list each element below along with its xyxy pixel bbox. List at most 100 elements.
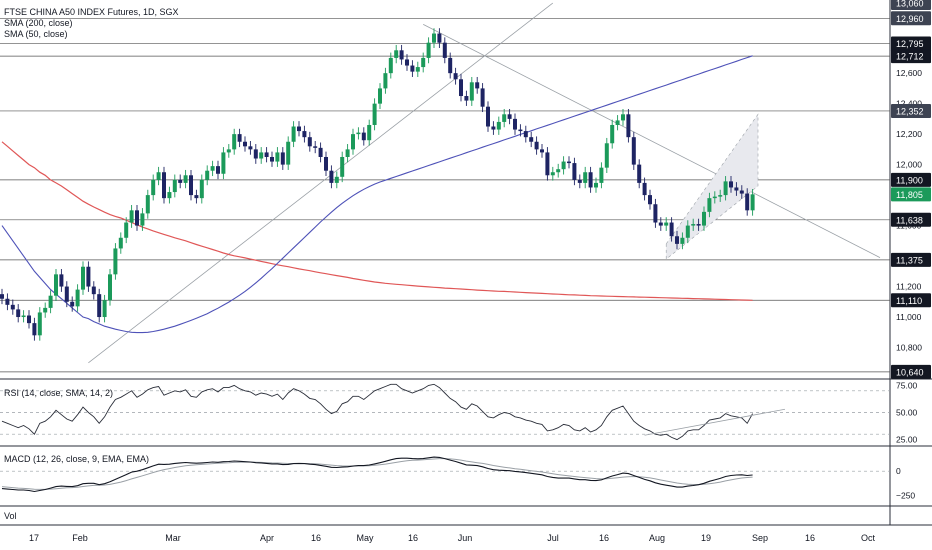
candle-body: [664, 222, 669, 226]
candle-body: [108, 274, 112, 301]
price-label-box: [891, 187, 931, 202]
candle-body: [556, 169, 561, 173]
candle-body: [367, 124, 372, 141]
candle-body: [270, 156, 274, 162]
candle-body: [475, 82, 480, 89]
candle-body: [621, 114, 625, 121]
candle-body: [178, 179, 183, 183]
candle-body: [648, 195, 652, 205]
price-label-text: 13,060: [896, 0, 924, 9]
price-label-box: [891, 252, 931, 267]
candle-body: [10, 304, 15, 310]
candle-body: [464, 96, 469, 101]
candle-body: [313, 146, 318, 148]
price-channel: [665, 113, 759, 260]
candle-body: [64, 286, 69, 302]
candle-body: [405, 59, 409, 66]
candle-body: [81, 266, 85, 290]
candle-body: [513, 118, 517, 130]
candle-body: [707, 198, 712, 212]
price-label-text: 11,638: [896, 215, 923, 225]
price-label-box: [891, 172, 931, 187]
candle-body: [718, 195, 723, 197]
candle-body: [140, 213, 145, 226]
rsi-tick-label: 25.00: [896, 435, 918, 445]
price-label-box: [891, 103, 931, 118]
price-label-text: 10,640: [896, 367, 924, 377]
candle-body: [70, 301, 75, 307]
candle-body: [378, 88, 382, 104]
candle-body: [97, 294, 102, 318]
candle-body: [432, 33, 436, 43]
candle-body: [577, 179, 582, 183]
candle-body: [253, 149, 258, 159]
candle-body: [518, 129, 523, 132]
rsi-tick-label: 75.00: [896, 380, 918, 390]
rsi-line: [1, 383, 753, 441]
candle-body: [685, 225, 690, 238]
candle-body: [194, 195, 199, 199]
candle-body: [712, 196, 717, 199]
candle-body: [669, 222, 674, 237]
candle-body: [631, 137, 636, 165]
price-label-box: [891, 0, 931, 11]
candle-body: [226, 149, 231, 153]
candle-body: [37, 312, 42, 336]
candle-body: [750, 194, 755, 211]
candle-body: [653, 204, 658, 223]
candle-body: [329, 170, 334, 183]
price-tick-label: 12,000: [896, 160, 922, 170]
candle-body: [135, 210, 139, 226]
candle-body: [739, 190, 744, 194]
candle-body: [86, 266, 91, 287]
rsi-trendline: [644, 408, 786, 436]
candle-body: [561, 161, 566, 170]
chart-legend: FTSE CHINA A50 INDEX Futures, 1D, SGX SM…: [4, 7, 179, 40]
time-tick-label: 17: [29, 533, 39, 543]
price-label-text: 11,110: [896, 296, 922, 306]
candle-body: [394, 50, 399, 58]
candle-body: [372, 103, 377, 125]
sma200-legend: SMA (200, close): [4, 18, 73, 28]
candle-body: [221, 152, 226, 174]
candle-body: [27, 315, 31, 324]
candle-body: [572, 163, 577, 180]
price-tick-label: 12,600: [896, 68, 922, 78]
candle-body: [91, 286, 96, 295]
candle-body: [302, 131, 307, 138]
candle-body: [415, 67, 420, 72]
candle-body: [356, 132, 361, 135]
candle-body: [567, 161, 571, 164]
candle-body: [642, 182, 647, 196]
time-tick-label: Oct: [861, 533, 876, 543]
time-tick-label: Jun: [458, 533, 473, 543]
candle-body: [729, 181, 733, 188]
candle-body: [16, 309, 21, 318]
candle-body: [480, 88, 485, 107]
candle-body: [610, 124, 615, 144]
macd-line: [1, 456, 753, 493]
time-tick-label: May: [356, 533, 374, 543]
candle-body: [410, 65, 415, 72]
candle-body: [259, 152, 264, 159]
candle-body: [167, 192, 172, 199]
candle-body: [75, 289, 80, 307]
price-label-text: 12,352: [896, 106, 924, 116]
candle-body: [486, 106, 490, 127]
candle-body: [448, 57, 453, 74]
sma200-line: [1, 141, 753, 301]
volume-pane-label: Vol: [4, 511, 17, 521]
price-label-box: [891, 11, 931, 26]
candle-body: [491, 126, 496, 130]
price-label-box: [891, 364, 931, 379]
candle-body: [264, 152, 269, 157]
price-label-box: [891, 293, 931, 308]
price-label-text: 12,960: [896, 14, 924, 24]
candle-body: [680, 237, 685, 244]
candle-body: [421, 57, 426, 68]
candle-body: [615, 120, 620, 125]
candle-body: [734, 187, 739, 191]
candle-body: [453, 73, 458, 80]
candle-body: [205, 170, 210, 180]
